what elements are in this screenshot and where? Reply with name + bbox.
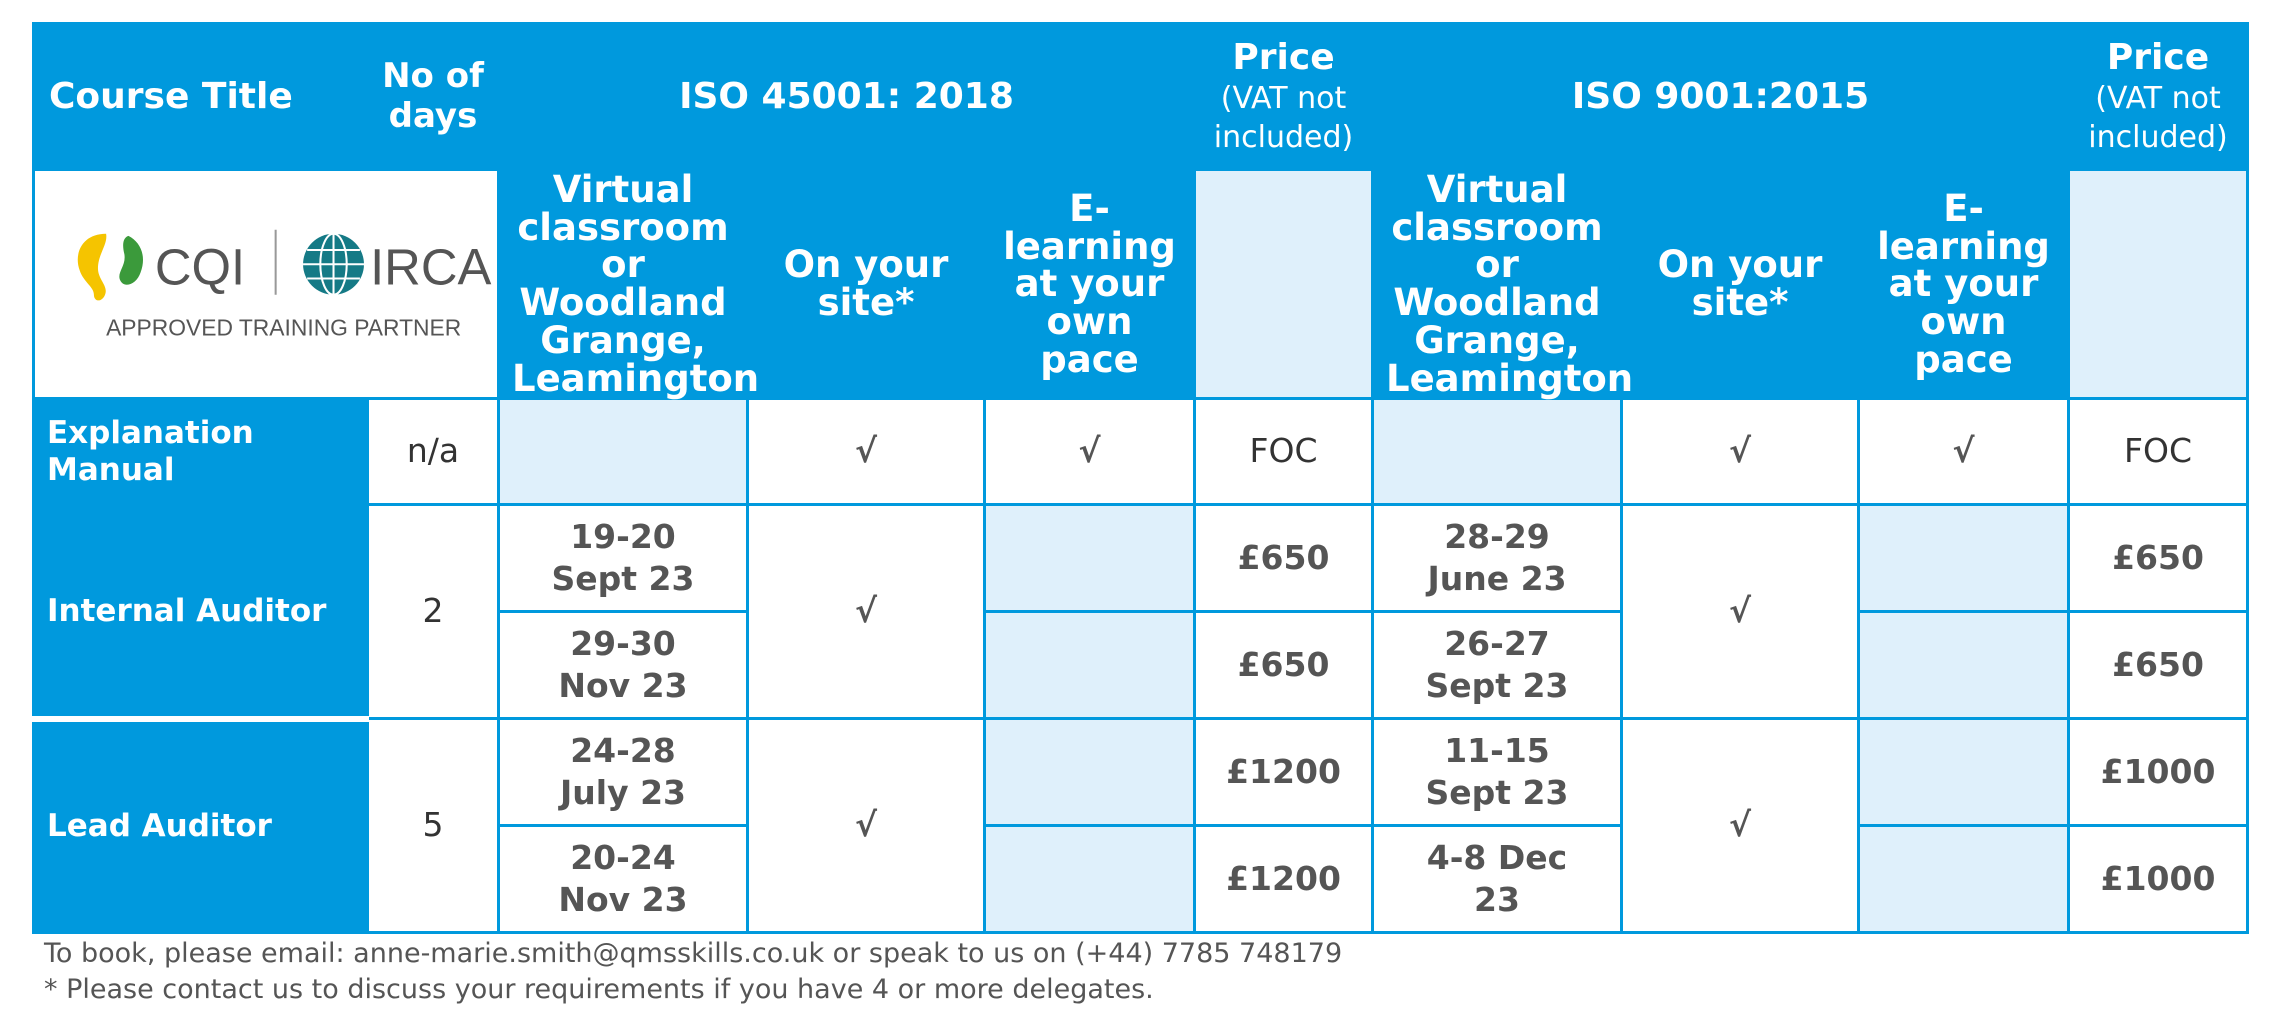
no-of-days-label: No of days [382, 56, 484, 136]
date-cell: 26-27 Sept 23 [1371, 610, 1623, 721]
course-schedule: Course Title No of days ISO 45001: 2018 … [32, 22, 2250, 935]
elearning-header-b: E-learning at your own pace [1856, 167, 2071, 401]
empty-cell [1371, 397, 1623, 507]
price-cell: FOC [1193, 397, 1374, 507]
table-row: 20-24 Nov 23 £1200 4-8 Dec 23 £1000 [34, 824, 2250, 935]
price-cell: £1200 [1193, 717, 1374, 828]
price-sub-empty-b [2067, 167, 2250, 401]
tick-cell: √ [746, 503, 986, 721]
table-row: Internal Auditor 2 19-20 Sept 23 √ £650 … [32, 503, 2250, 721]
empty-cell [983, 824, 1196, 935]
days-cell: 2 [366, 503, 500, 721]
booking-note: To book, please email: anne-marie.smith@… [44, 938, 1343, 969]
price-cell: £650 [2067, 610, 2250, 721]
price-label-a: Price [1232, 36, 1335, 78]
iso-45001-header: ISO 45001: 2018 [497, 22, 1196, 171]
tick-cell: √ [746, 717, 986, 935]
table-row: Lead Auditor 5 24-28 July 23 √ £1200 11-… [32, 715, 2250, 935]
days-cell: n/a [366, 397, 500, 507]
tick-cell: √ [1620, 717, 1860, 935]
cqi-green-leaf-icon [119, 235, 143, 285]
table-row: 29-30 Nov 23 £650 26-27 Sept 23 £650 [34, 610, 2250, 721]
price-cell: £650 [1193, 503, 1374, 614]
no-of-days-header: No of days [366, 22, 500, 171]
date-cell: 19-20 Sept 23 [497, 503, 749, 614]
cqi-yellow-leaf-icon [77, 233, 107, 301]
onsite-header-a: On your site* [746, 167, 986, 401]
empty-cell [497, 397, 749, 507]
empty-cell [983, 503, 1196, 614]
tick-cell: √ [1856, 397, 2071, 507]
virtual-header-a: Virtual classroom or Woodland Grange, Le… [497, 167, 759, 401]
price-header-a: Price (VAT not included) [1193, 22, 1374, 171]
tick-cell: √ [983, 397, 1196, 507]
price-cell: £650 [2067, 503, 2250, 614]
date-cell: 11-15 Sept 23 [1371, 717, 1623, 828]
row-title-internal-auditor: Internal Auditor [32, 503, 369, 721]
header-row: Course Title No of days ISO 45001: 2018 … [32, 22, 2250, 171]
logo-cell: CQI IRCA APPROVED TRAINING PARTNER [32, 167, 500, 401]
price-sub-empty-a [1193, 167, 1374, 401]
tick-cell: √ [1620, 503, 1860, 721]
empty-cell [1856, 610, 2071, 721]
course-title-header: Course Title [32, 22, 369, 171]
row-title-lead-auditor: Lead Auditor [32, 715, 369, 935]
empty-cell [1856, 824, 2071, 935]
elearning-header-a: E-learning at your own pace [983, 167, 1196, 401]
date-cell: 20-24 Nov 23 [497, 824, 749, 935]
cqi-irca-logo: CQI IRCA APPROVED TRAINING PARTNER [77, 229, 491, 340]
empty-cell [983, 717, 1196, 828]
date-cell: 28-29 June 23 [1371, 503, 1623, 614]
cqi-wordmark: CQI [155, 238, 245, 295]
empty-cell [983, 610, 1196, 721]
onsite-header-b: On your site* [1620, 167, 1860, 401]
irca-globe-icon [303, 232, 364, 296]
subheader-row: CQI IRCA APPROVED TRAINING PARTNER Virtu… [32, 167, 2250, 401]
irca-wordmark: IRCA [370, 238, 491, 295]
date-cell: 4-8 Dec 23 [1371, 824, 1623, 935]
tick-cell: √ [1620, 397, 1860, 507]
date-cell: 29-30 Nov 23 [497, 610, 749, 721]
approved-partner-text: APPROVED TRAINING PARTNER [106, 314, 461, 340]
delegates-note: * Please contact us to discuss your requ… [44, 974, 1154, 1005]
date-cell: 24-28 July 23 [497, 717, 749, 828]
price-cell: £1000 [2067, 717, 2250, 828]
price-cell: £1200 [1193, 824, 1374, 935]
price-note-b: (VAT not included) [2088, 81, 2228, 156]
empty-cell [1856, 503, 2071, 614]
price-label-b: Price [2106, 36, 2210, 78]
virtual-header-b: Virtual classroom or Woodland Grange, Le… [1371, 167, 1633, 401]
tick-cell: √ [746, 397, 986, 507]
price-note-a: (VAT not included) [1213, 81, 1354, 156]
price-cell: FOC [2067, 397, 2250, 507]
schedule-table: Course Title No of days ISO 45001: 2018 … [32, 22, 2250, 935]
row-title-explanation-manual: Explanation Manual [32, 397, 369, 507]
table-row: Explanation Manual n/a √ √ FOC √ √ FOC [32, 397, 2250, 507]
price-cell: £1000 [2067, 824, 2250, 935]
iso-9001-header: ISO 9001:2015 [1370, 22, 2071, 171]
days-cell: 5 [366, 717, 500, 935]
empty-cell [1856, 717, 2071, 828]
price-cell: £650 [1193, 610, 1374, 721]
price-header-b: Price (VAT not included) [2067, 22, 2250, 171]
